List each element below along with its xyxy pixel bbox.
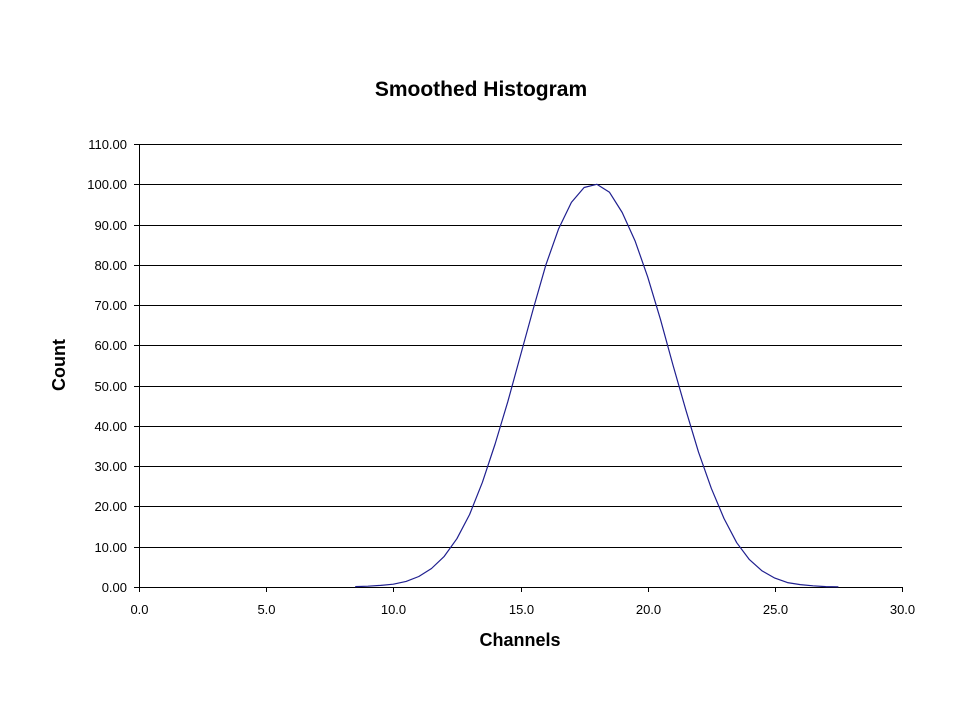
y-tick-label-3: 30.00 [94,459,127,474]
y-tick-label-0: 0.00 [102,580,127,595]
y-tick-label-4: 40.00 [94,419,127,434]
x-tick-label-4: 20.0 [636,602,661,617]
y-tick-label-9: 90.00 [94,218,127,233]
axes [134,144,903,592]
y-tick-label-1: 10.00 [94,540,127,555]
gridlines [139,144,902,548]
x-tick-labels: 0.0 5.0 10.0 15.0 20.0 25.0 30.0 [130,602,915,617]
x-tick-label-2: 10.0 [381,602,406,617]
y-axis-title: Count [49,339,69,391]
series-line-0 [355,183,839,588]
x-tick-label-3: 15.0 [509,602,534,617]
x-tick-label-1: 5.0 [257,602,275,617]
x-tick-label-5: 25.0 [763,602,788,617]
x-axis-title: Channels [479,630,560,650]
y-tick-label-7: 70.00 [94,298,127,313]
x-tick-label-6: 30.0 [890,602,915,617]
y-tick-label-2: 20.00 [94,499,127,514]
y-tick-label-11: 110.00 [88,137,127,152]
y-tick-label-6: 60.00 [94,338,127,353]
series-lines [355,183,839,588]
y-tick-label-10: 100.00 [87,177,127,192]
chart-title: Smoothed Histogram [375,78,587,101]
y-tick-labels: 0.00 10.00 20.00 30.00 40.00 50.00 60.00 70.00 8… [87,137,127,595]
y-tick-label-5: 50.00 [94,379,127,394]
y-tick-label-8: 80.00 [94,258,127,273]
x-tick-label-0: 0.0 [130,602,148,617]
